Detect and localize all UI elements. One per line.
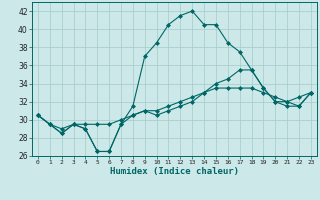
X-axis label: Humidex (Indice chaleur): Humidex (Indice chaleur) xyxy=(110,167,239,176)
